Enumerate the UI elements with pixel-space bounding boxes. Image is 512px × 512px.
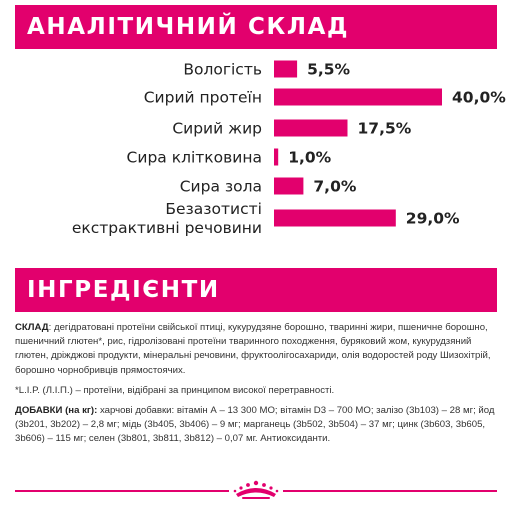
category-label-0: Вологість [183, 61, 262, 79]
footnote-text: *L.I.P. (Л.І.П.) – протеїни, відібрані з… [15, 384, 335, 396]
value-label-4: 7,0% [313, 178, 356, 196]
bar-0 [274, 60, 298, 78]
composition-text: : дегідратовані протеїни свійської птиці… [15, 322, 491, 376]
composition-label: СКЛАД [15, 322, 49, 333]
value-label-5: 29,0% [406, 210, 460, 228]
analysis-bar-chart: 5,5% Вологість 40,0% Сирий протеїн 17,5% Сири… [72, 60, 506, 237]
bar-2 [274, 119, 348, 137]
ingredients-banner: ІНГРЕДІЄНТИ [15, 268, 497, 312]
additives-paragraph: ДОБАВКИ (на кг): харчові добавки: вітамі… [15, 404, 499, 447]
category-label-1: Сирий протеїн [144, 89, 262, 107]
footer-divider-left [15, 490, 229, 492]
category-label-4: Сира зола [180, 178, 262, 196]
composition-paragraph: СКЛАД: дегідратовані протеїни свійської … [15, 321, 499, 378]
value-label-2: 17,5% [358, 120, 412, 138]
ingredients-title: ІНГРЕДІЄНТИ [27, 277, 220, 303]
value-label-1: 40,0% [452, 89, 506, 107]
bar-3 [274, 148, 279, 166]
category-label-5: Безазотисті екстрактивні речовини [72, 200, 262, 237]
category-label-3: Сира клітковина [127, 149, 262, 167]
footnote-paragraph: *L.I.P. (Л.І.П.) – протеїни, відібрані з… [15, 384, 499, 398]
ingredients-section: СКЛАД: дегідратовані протеїни свійської … [15, 321, 499, 453]
analysis-title: АНАЛІТИЧНИЙ СКЛАД [27, 14, 350, 40]
category-label-2: Сирий жир [172, 120, 262, 138]
royal-canin-crown-icon [233, 480, 279, 499]
bar-5 [274, 209, 396, 227]
bar-1 [274, 88, 442, 106]
footer-divider-right [283, 490, 497, 492]
value-label-0: 5,5% [307, 61, 350, 79]
bar-4 [274, 177, 304, 195]
additives-label: ДОБАВКИ (на кг): [15, 405, 98, 417]
additives-text: харчові добавки: вітамін А – 13 300 МО; … [15, 405, 495, 445]
value-label-3: 1,0% [288, 149, 331, 167]
analysis-banner: АНАЛІТИЧНИЙ СКЛАД [15, 5, 497, 49]
